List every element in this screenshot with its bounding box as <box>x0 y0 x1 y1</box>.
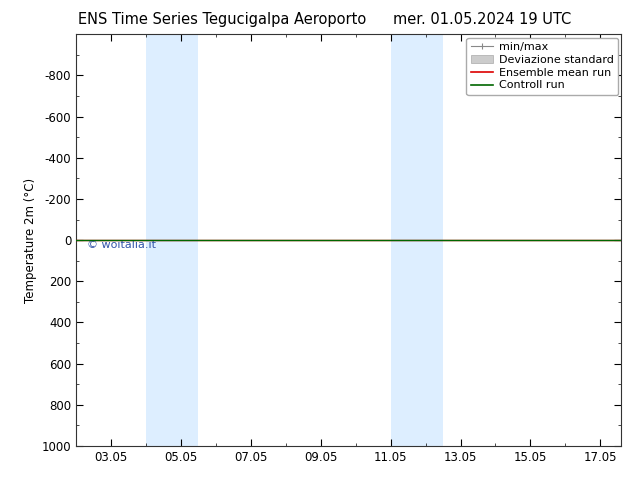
Text: mer. 01.05.2024 19 UTC: mer. 01.05.2024 19 UTC <box>392 12 571 27</box>
Legend: min/max, Deviazione standard, Ensemble mean run, Controll run: min/max, Deviazione standard, Ensemble m… <box>467 38 618 95</box>
Bar <box>391 34 443 446</box>
Y-axis label: Temperature 2m (°C): Temperature 2m (°C) <box>25 177 37 303</box>
Bar <box>146 34 198 446</box>
Text: © woitalia.it: © woitalia.it <box>87 240 156 250</box>
Text: ENS Time Series Tegucigalpa Aeroporto: ENS Time Series Tegucigalpa Aeroporto <box>78 12 366 27</box>
